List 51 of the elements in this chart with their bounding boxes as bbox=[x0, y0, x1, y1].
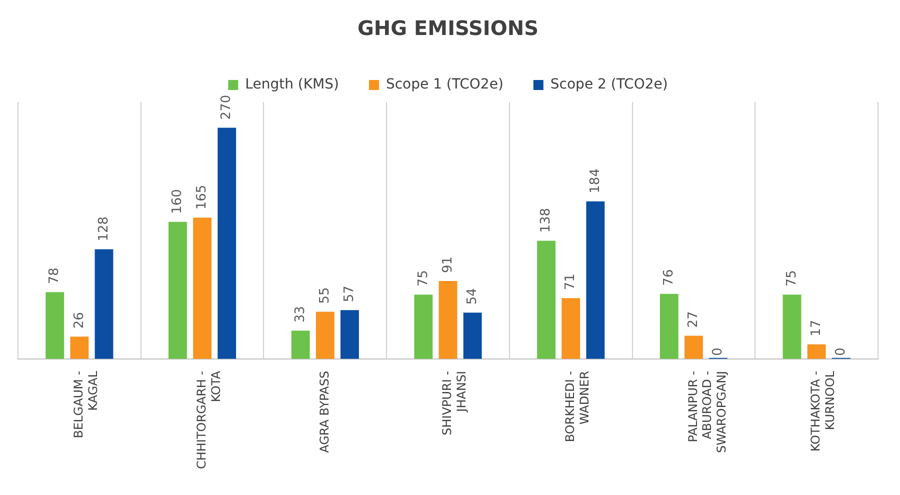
x-tick-label: BELGAUM - KAGAL bbox=[72, 370, 100, 438]
data-label: 165 bbox=[194, 184, 210, 210]
bar bbox=[537, 240, 556, 359]
data-label: 33 bbox=[292, 306, 308, 323]
bar bbox=[463, 312, 482, 359]
x-tick-label: AGRA BYPASS bbox=[317, 370, 332, 453]
x-tick-label: BORKHEDI - WADNER bbox=[562, 370, 592, 442]
bar bbox=[46, 292, 64, 359]
data-label: 75 bbox=[784, 270, 800, 287]
data-label: 91 bbox=[440, 256, 456, 273]
data-label: 26 bbox=[72, 312, 87, 329]
data-label: 160 bbox=[170, 189, 186, 214]
data-label: 0 bbox=[710, 348, 726, 356]
bar bbox=[291, 330, 310, 359]
bar bbox=[316, 312, 334, 359]
x-tick-label: SHIVPURI - JHANSI bbox=[440, 370, 469, 436]
bar bbox=[660, 294, 678, 359]
chart-title: GHG EMISSIONS bbox=[357, 16, 539, 40]
bar bbox=[782, 294, 802, 359]
data-label: 71 bbox=[563, 274, 578, 290]
bar bbox=[438, 280, 458, 359]
bar bbox=[70, 336, 89, 359]
legend-label: Scope 1 (TCO2e) bbox=[386, 76, 504, 93]
bar bbox=[94, 249, 114, 359]
data-label: 78 bbox=[47, 268, 62, 284]
x-tick-label: CHHITORGARH - KOTA bbox=[194, 370, 223, 469]
bar bbox=[340, 310, 359, 359]
bar bbox=[807, 344, 826, 359]
data-label: 184 bbox=[588, 168, 603, 194]
bar bbox=[193, 218, 212, 359]
bar bbox=[218, 128, 236, 359]
data-label: 75 bbox=[416, 270, 431, 287]
data-label: 0 bbox=[834, 348, 849, 356]
x-tick-label: KOTHAKOTA - KURNOOL bbox=[808, 370, 838, 452]
data-label: 128 bbox=[96, 216, 112, 242]
data-label: 17 bbox=[808, 320, 824, 336]
data-label: 54 bbox=[464, 288, 480, 305]
bar bbox=[562, 298, 580, 359]
data-label: 76 bbox=[662, 269, 677, 286]
bar bbox=[414, 294, 433, 359]
data-label: 27 bbox=[686, 311, 702, 328]
bar bbox=[586, 201, 605, 359]
data-label: 270 bbox=[219, 94, 234, 120]
data-label: 57 bbox=[342, 286, 358, 302]
bar bbox=[684, 336, 703, 359]
data-label: 55 bbox=[318, 287, 333, 304]
data-label: 138 bbox=[538, 208, 554, 233]
legend-label: Length (KMS) bbox=[245, 76, 339, 93]
x-tick-label: PALANPUR - ABUROAD - SWAROPGANJ bbox=[686, 370, 729, 453]
bar bbox=[168, 222, 187, 359]
legend-label: Scope 2 (TCO2e) bbox=[550, 76, 668, 93]
